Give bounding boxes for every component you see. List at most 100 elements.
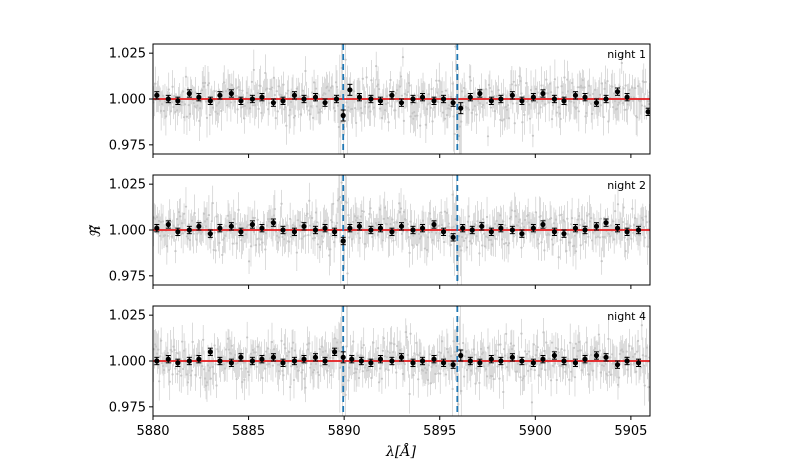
raw-point — [277, 370, 280, 373]
raw-point — [437, 100, 440, 104]
raw-point — [166, 234, 169, 237]
raw-point — [644, 355, 647, 358]
raw-point — [283, 108, 286, 111]
raw-point — [531, 355, 535, 358]
raw-point — [571, 81, 574, 85]
binned-point — [280, 360, 286, 366]
binned-point — [477, 360, 483, 366]
raw-point — [329, 356, 332, 359]
raw-point — [236, 361, 239, 365]
raw-point — [204, 225, 208, 228]
raw-point — [557, 256, 560, 259]
raw-point — [372, 341, 375, 344]
raw-point — [275, 234, 278, 237]
raw-point — [214, 110, 217, 113]
binned-point — [450, 362, 456, 368]
raw-point — [440, 211, 443, 214]
raw-point — [187, 223, 190, 226]
binned-point — [645, 109, 650, 115]
raw-point — [182, 349, 186, 352]
raw-point — [501, 119, 504, 122]
raw-point — [608, 370, 611, 374]
binned-point — [572, 225, 579, 231]
raw-point — [283, 343, 286, 346]
x-tick-label: 5890 — [328, 424, 361, 439]
binned-point — [431, 221, 437, 228]
raw-point — [400, 232, 404, 235]
raw-point — [602, 364, 605, 368]
raw-point — [167, 368, 170, 372]
raw-point — [536, 238, 539, 241]
binned-point — [509, 92, 515, 98]
raw-point — [304, 386, 307, 389]
raw-point — [205, 116, 209, 119]
raw-point — [446, 107, 449, 110]
raw-point — [517, 220, 520, 224]
raw-point — [451, 387, 454, 391]
raw-point — [616, 203, 620, 206]
binned-points — [154, 218, 642, 246]
raw-point — [400, 94, 404, 97]
raw-point — [215, 104, 218, 107]
raw-point — [423, 367, 427, 370]
raw-point — [424, 123, 427, 126]
binned-point — [419, 358, 426, 364]
raw-point — [644, 80, 647, 84]
raw-point — [600, 82, 603, 85]
raw-point — [430, 230, 433, 234]
raw-point — [454, 45, 457, 48]
binned-point — [165, 96, 171, 102]
raw-point — [203, 377, 207, 380]
raw-point — [370, 376, 373, 380]
raw-point — [402, 210, 405, 213]
raw-point — [550, 238, 554, 241]
binned-point — [228, 90, 234, 97]
raw-point — [518, 75, 521, 78]
raw-point — [549, 91, 553, 94]
raw-point — [202, 338, 205, 341]
raw-point — [545, 78, 548, 81]
raw-point — [189, 374, 192, 377]
raw-point — [319, 364, 322, 367]
raw-point — [382, 337, 385, 340]
raw-point — [354, 215, 357, 218]
raw-point — [442, 355, 446, 358]
raw-point — [333, 337, 337, 340]
raw-point — [646, 100, 649, 103]
raw-point — [292, 378, 296, 382]
binned-point — [238, 98, 244, 104]
raw-point — [293, 349, 297, 352]
raw-point — [407, 81, 410, 85]
raw-point — [643, 105, 646, 108]
raw-point — [313, 236, 317, 239]
raw-point — [604, 81, 607, 84]
raw-point — [311, 91, 314, 94]
raw-point — [451, 193, 454, 196]
raw-point — [293, 114, 297, 118]
panel-night-2: 0.975 1.000 1.025 night 2 — [109, 174, 651, 289]
raw-point — [334, 81, 338, 84]
raw-point — [439, 95, 442, 98]
raw-point — [333, 106, 336, 109]
raw-point — [259, 84, 262, 88]
y-tick-label: 1.025 — [109, 309, 146, 324]
raw-point — [486, 236, 490, 239]
raw-point — [202, 81, 205, 85]
binned-point — [368, 360, 374, 366]
binned-point — [347, 87, 353, 93]
raw-points — [153, 306, 650, 416]
raw-point — [510, 83, 513, 86]
raw-point — [507, 242, 511, 245]
raw-point — [630, 363, 633, 366]
binned-point — [582, 94, 588, 100]
raw-point — [364, 101, 367, 104]
raw-point — [333, 109, 337, 113]
raw-point — [521, 222, 524, 225]
raw-point — [573, 376, 577, 379]
raw-point — [301, 89, 304, 92]
raw-point — [207, 369, 211, 372]
raw-point — [290, 347, 294, 350]
raw-point — [192, 101, 195, 105]
raw-point — [448, 364, 451, 367]
raw-point — [632, 355, 635, 358]
